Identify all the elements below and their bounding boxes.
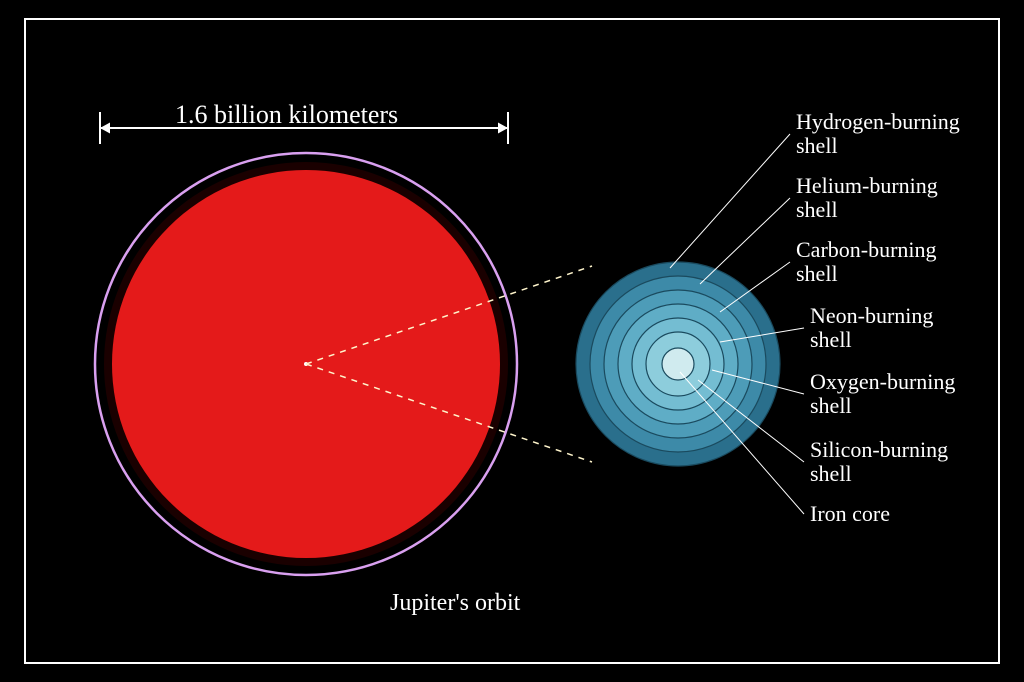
shell-label: Carbon-burningshell <box>796 238 937 286</box>
shell-label-line: Helium-burning <box>796 174 938 198</box>
shell-label-line: shell <box>810 394 955 418</box>
shell-label: Silicon-burningshell <box>810 438 948 486</box>
shell-label-line: shell <box>796 262 937 286</box>
shell-label: Iron core <box>810 502 890 526</box>
shell-label-line: shell <box>810 328 933 352</box>
shell-label-line: Hydrogen-burning <box>796 110 960 134</box>
shell-label-line: shell <box>796 198 938 222</box>
shell-label: Oxygen-burningshell <box>810 370 955 418</box>
shell-label-line: shell <box>810 462 948 486</box>
shell-label: Neon-burningshell <box>810 304 933 352</box>
shell-label-line: shell <box>796 134 960 158</box>
shell-label-line: Carbon-burning <box>796 238 937 262</box>
shell-label-line: Oxygen-burning <box>810 370 955 394</box>
shell-label: Hydrogen-burningshell <box>796 110 960 158</box>
shell-label-line: Silicon-burning <box>810 438 948 462</box>
shell-label-line: Neon-burning <box>810 304 933 328</box>
jupiter-orbit-label: Jupiter's orbit <box>390 590 520 617</box>
scale-label: 1.6 billion kilometers <box>175 100 398 130</box>
shell-label: Helium-burningshell <box>796 174 938 222</box>
